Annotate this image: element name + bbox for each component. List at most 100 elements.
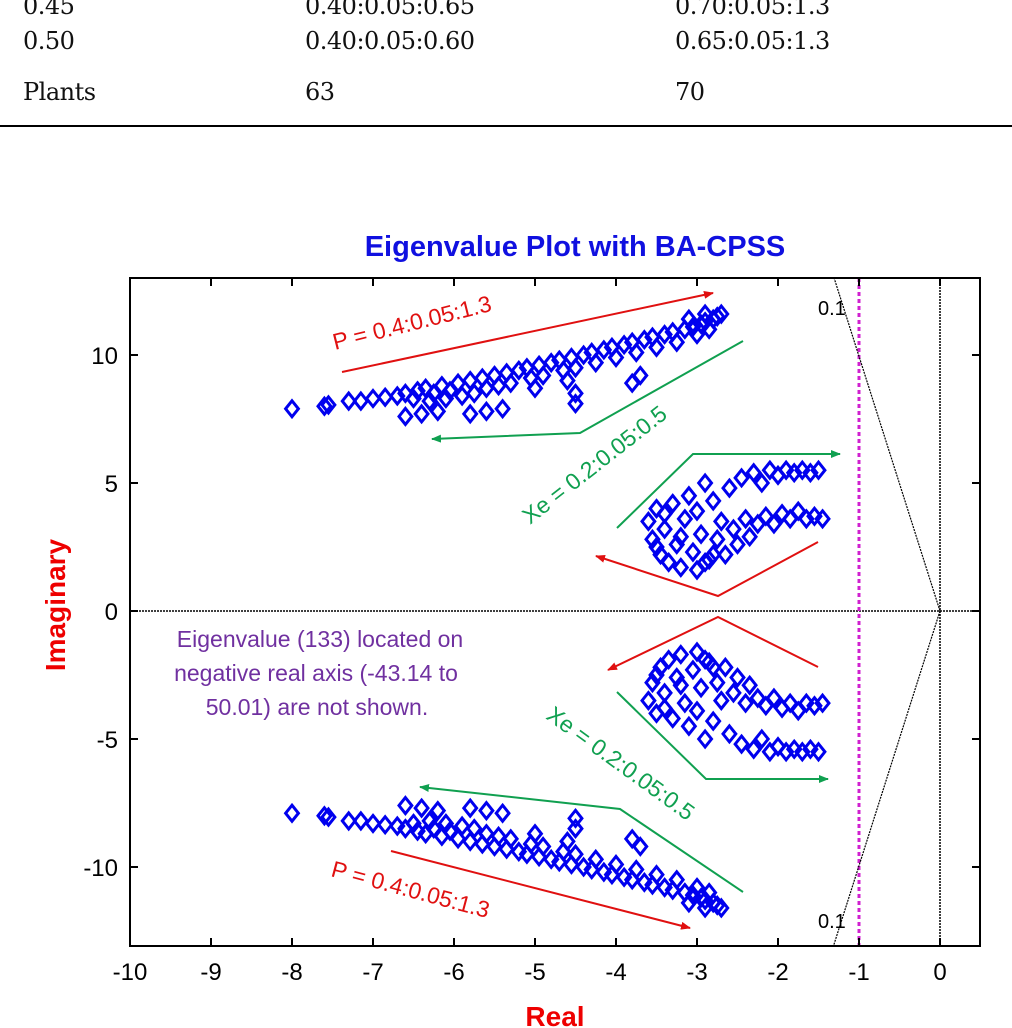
- eigenvalue-point: [575, 344, 592, 366]
- eigenvalue-point: [441, 820, 459, 842]
- table-cell: 0.50: [23, 27, 75, 55]
- eigenvalue-point: [717, 544, 734, 566]
- x-tick-label: -6: [443, 959, 464, 986]
- x-tick-label: -1: [848, 959, 869, 986]
- eigenvalue-point: [405, 388, 422, 409]
- eigenvalue-point: [745, 462, 763, 484]
- eigenvalue-point: [688, 641, 706, 663]
- eigenvalue-point: [461, 797, 479, 819]
- eigenvalue-point: [478, 400, 495, 422]
- x-tick-label: -3: [686, 959, 707, 986]
- eigenvalue-point: [688, 500, 706, 522]
- eigenvalue-point: [680, 308, 698, 330]
- eigenvalue-point: [587, 352, 605, 374]
- eigenvalue-point: [567, 818, 584, 840]
- eigenvalue-point: [631, 365, 649, 386]
- eigenvalue-point: [405, 813, 422, 834]
- p-arrow-lower-right: [607, 615, 819, 671]
- eigenvalue-point: [567, 843, 584, 865]
- damping-label-lower: 0.1: [818, 911, 846, 933]
- eigenvalue-point: [595, 339, 613, 361]
- eigenvalue-point: [729, 667, 746, 688]
- eigenvalue-point: [765, 687, 783, 709]
- eigenvalue-point: [627, 342, 645, 363]
- eigenvalue-point: [704, 892, 722, 914]
- eigenvalue-point: [712, 897, 730, 919]
- eigenvalue-point: [676, 508, 694, 530]
- eigenvalue-point: [741, 526, 758, 548]
- eigenvalue-point: [769, 736, 787, 758]
- eigenvalue-point: [534, 365, 552, 386]
- eigenvalue-point: [376, 814, 394, 836]
- eigenvalue-point: [810, 459, 827, 481]
- xe-arrow-upper-right: [616, 450, 841, 529]
- x-tick-label: -7: [362, 959, 383, 986]
- eigenvalue-point: [465, 818, 483, 840]
- eigenvalue-point: [656, 697, 673, 719]
- eigenvalue-point: [729, 534, 746, 555]
- eigenvalue-point: [425, 818, 443, 840]
- table-row: 0.50 0.40:0.05:0.60 0.65:0.05:1.3: [0, 27, 1012, 59]
- eigenvalue-point: [340, 810, 358, 832]
- eigenvalue-point: [773, 503, 791, 525]
- table-cell: 0.65:0.05:1.3: [675, 27, 830, 55]
- eigenvalue-point: [761, 459, 779, 481]
- eigenvalue-point: [737, 692, 754, 714]
- eigenvalue-point: [631, 836, 649, 857]
- series-lower-cluster: [640, 641, 831, 763]
- eigenvalue-point: [680, 485, 698, 507]
- eigenvalue-point: [526, 823, 544, 845]
- y-tick-label: 10: [91, 343, 118, 370]
- damping-line-lower: [832, 610, 941, 946]
- xe-annotation-lower: Xe = 0.2:0.05:0.5: [542, 701, 700, 825]
- series-upper-cluster: [640, 459, 831, 581]
- table-cell: 0.40:0.05:0.60: [305, 27, 475, 55]
- table-cell: Plants: [23, 78, 96, 106]
- eigenvalue-point: [704, 710, 722, 732]
- eigenvalue-point: [437, 388, 455, 409]
- eigenvalue-point: [717, 656, 734, 678]
- eigenvalue-point: [692, 677, 710, 699]
- y-tick-label: 5: [105, 471, 118, 498]
- eigenvalue-point: [567, 393, 584, 415]
- eigenvalue-point: [636, 329, 653, 351]
- table-bottom-rule: [0, 125, 1012, 127]
- eigenvalue-point: [798, 508, 815, 530]
- plot-frame: [129, 277, 981, 947]
- eigenvalue-point: [684, 316, 702, 338]
- eigenvalue-point: [733, 467, 750, 489]
- eigenvalue-point: [352, 390, 370, 412]
- eigenvalue-point: [453, 815, 471, 837]
- eigenvalue-point: [664, 708, 682, 729]
- eigenvalue-point: [465, 382, 483, 404]
- eigenvalue-point: [449, 828, 467, 850]
- eigenvalue-point: [753, 472, 771, 494]
- eigenvalue-point: [607, 854, 625, 875]
- eigenvalue-point: [749, 687, 767, 709]
- eigenvalue-point: [660, 551, 677, 573]
- parameter-table: 0.45 0.40:0.05:0.65 0.70:0.05:1.3 0.50 0…: [0, 0, 1012, 130]
- eigenvalue-point: [648, 336, 665, 358]
- x-tick-label: -5: [524, 959, 545, 986]
- eigenvalue-point: [421, 390, 439, 412]
- table-cell: 0.40:0.05:0.65: [305, 0, 475, 20]
- p-annotation-lower: P = 0.4:0.05:1.3: [329, 856, 493, 923]
- eigenvalue-point: [660, 649, 677, 671]
- eigenvalue-point: [567, 807, 584, 829]
- note-line: negative real axis (-43.14 to: [174, 660, 458, 686]
- series-lower-band: [283, 795, 730, 919]
- eigenvalue-point: [502, 828, 520, 850]
- eigenvalue-point: [708, 894, 726, 916]
- eigenvalue-point: [696, 472, 714, 494]
- eigenvalue-point: [421, 810, 439, 832]
- eigenvalue-point: [814, 692, 831, 714]
- eigenvalue-point: [708, 672, 726, 694]
- eigenvalue-point: [696, 728, 714, 750]
- p-arrow-lower: [390, 850, 691, 930]
- eigenvalue-point: [810, 741, 827, 763]
- eigenvalue-point: [567, 357, 584, 379]
- eigenvalue-point: [781, 692, 799, 714]
- eigenvalue-point: [806, 695, 823, 717]
- damping-line-upper: [833, 278, 941, 612]
- eigenvalue-point: [696, 303, 714, 325]
